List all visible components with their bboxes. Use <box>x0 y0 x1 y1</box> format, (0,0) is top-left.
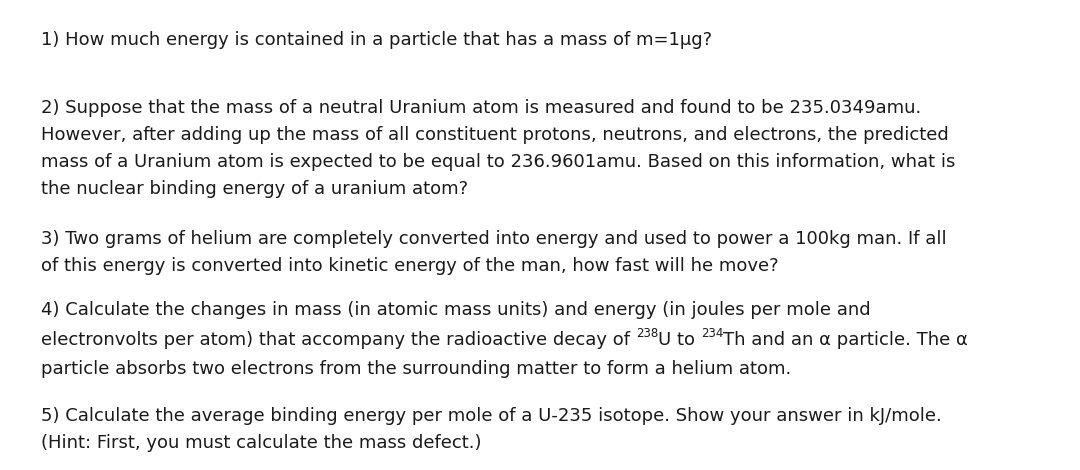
Text: 3) Two grams of helium are completely converted into energy and used to power a : 3) Two grams of helium are completely co… <box>41 230 947 275</box>
Text: 5) Calculate the average binding energy per mole of a U-235 isotope. Show your a: 5) Calculate the average binding energy … <box>41 407 942 452</box>
Text: electronvolts per atom) that accompany the radioactive decay of: electronvolts per atom) that accompany t… <box>41 330 636 349</box>
Text: particle absorbs two electrons from the surrounding matter to form a helium atom: particle absorbs two electrons from the … <box>41 360 792 378</box>
Text: Th and an α particle. The α: Th and an α particle. The α <box>724 330 968 349</box>
Text: 2) Suppose that the mass of a neutral Uranium atom is measured and found to be 2: 2) Suppose that the mass of a neutral Ur… <box>41 99 956 198</box>
Text: 1) How much energy is contained in a particle that has a mass of m=1μg?: 1) How much energy is contained in a par… <box>41 31 712 48</box>
Text: 4) Calculate the changes in mass (in atomic mass units) and energy (in joules pe: 4) Calculate the changes in mass (in ato… <box>41 301 870 319</box>
Text: 238: 238 <box>636 327 658 340</box>
Text: 234: 234 <box>701 327 724 340</box>
Text: U to: U to <box>658 330 701 349</box>
